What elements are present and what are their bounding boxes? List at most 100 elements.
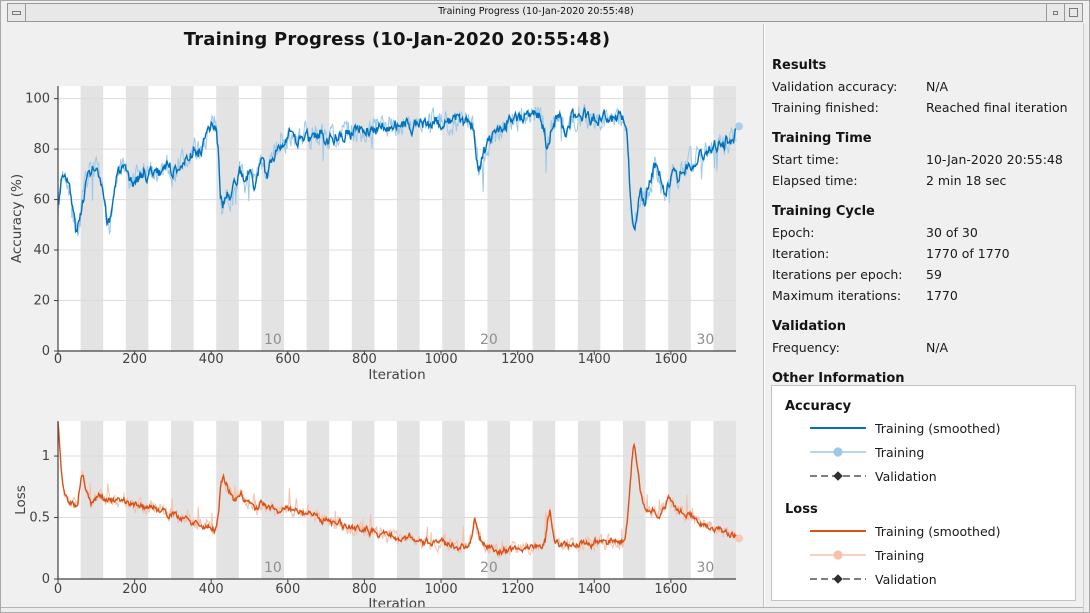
legend-item-label: Training (smoothed) [875,420,1001,436]
window-titlebar[interactable]: Training Progress (10-Jan-2020 20:55:48) [7,3,1083,22]
y-tick-label: 1 [42,449,50,464]
y-tick-label: 20 [33,294,50,309]
x-tick-label: 200 [122,352,147,367]
legend-item: Validation [809,464,1075,488]
legend-item: Training (smoothed) [809,416,1075,440]
legend-line-swatch [810,530,866,532]
info-row: Iterations per epoch: 59 [772,264,1078,285]
x-tick-label: 1200 [501,582,534,597]
legend-group-title: Loss [785,502,818,517]
info-row: Frequency: N/A [772,337,1078,358]
legend-item-label: Validation [875,571,937,587]
x-tick-label: 1400 [578,352,611,367]
info-value: 1770 [926,288,958,303]
legend-item: Training (smoothed) [809,519,1075,543]
x-tick-label: 1200 [501,352,534,367]
info-row: Start time: 10-Jan-2020 20:55:48 [772,149,1078,170]
epoch-label: 30 [696,332,714,348]
x-tick-label: 1400 [578,582,611,597]
window-menu-button[interactable] [8,4,26,21]
x-tick-label: 600 [275,582,300,597]
legend-group-title: Accuracy [785,399,852,414]
legend-item-label: Training [875,547,925,563]
legend-dash-marker-swatch [810,471,866,481]
legend-item-label: Training [875,444,925,460]
x-tick-label: 400 [199,582,224,597]
panel-divider [763,24,765,608]
x-tick-label: 200 [122,582,147,597]
legend-item-label: Training (smoothed) [875,523,1001,539]
y-tick-label: 80 [33,142,50,157]
info-label: Validation accuracy: [772,79,898,94]
info-value: N/A [926,340,949,355]
legend-item: Training [809,440,1075,464]
info-row: Maximum iterations: 1770 [772,285,1078,306]
section-title: Other Information [772,371,905,386]
epoch-label: 10 [264,332,282,348]
figure-title: Training Progress (10-Jan-2020 20:55:48) [183,29,611,50]
info-label: Start time: [772,152,839,167]
y-tick-label: 60 [33,193,50,208]
info-label: Maximum iterations: [772,288,902,303]
x-tick-label: 600 [275,352,300,367]
info-panel: Results Validation accuracy: N/A Training f… [772,55,1078,389]
window-maximize-button[interactable] [1064,4,1082,21]
x-tick-label: 800 [352,352,377,367]
legend-marker-swatch [810,550,866,560]
y-tick-label: 0.5 [29,511,50,526]
window-menu-icon [12,10,21,15]
legend-marker-swatch [810,447,866,457]
section-title: Training Cycle [772,204,875,219]
window-minimize-button[interactable] [1046,4,1064,21]
y-tick-label: 100 [25,92,50,107]
training-raw-line [57,422,737,559]
window-title: Training Progress (10-Jan-2020 20:55:48) [438,6,634,17]
info-row: Elapsed time: 2 min 18 sec [772,170,1078,191]
info-value: 59 [926,267,942,282]
y-tick-label: 0 [42,344,50,359]
legend-dash-marker-swatch [810,574,866,584]
info-value: 2 min 18 sec [926,173,1007,188]
info-label: Elapsed time: [772,173,858,188]
x-tick-label: 1000 [425,352,458,367]
info-row: Validation accuracy: N/A [772,76,1078,97]
final-point-marker [735,534,743,543]
section-title: Training Time [772,131,872,146]
final-point-marker [735,122,743,131]
legend-item: Validation [809,567,1075,591]
y-axis-label: Loss [13,485,29,515]
window-right-frame [1083,23,1089,612]
info-value: 30 of 30 [926,225,978,240]
y-tick-label: 40 [33,243,50,258]
info-label: Epoch: [772,225,815,240]
training-smoothed-line [57,422,737,557]
y-axis-label: Accuracy (%) [9,174,25,263]
x-tick-label: 0 [54,582,62,597]
info-row: Iteration: 1770 of 1770 [772,243,1078,264]
section-title: Validation [772,319,846,334]
legend-item: Training [809,543,1075,567]
x-tick-label: 800 [352,582,377,597]
training-smoothed-line [57,106,737,234]
info-label: Iterations per epoch: [772,267,903,282]
epoch-label: 20 [480,560,498,576]
epoch-label: 10 [264,560,282,576]
info-row: Epoch: 30 of 30 [772,222,1078,243]
legend-item-label: Validation [875,468,937,484]
section-title: Results [772,58,827,73]
accuracy-chart: 0 200 400 600 800 1000 1200 1400 1600 0 20 40 60 80 10… [9,86,743,383]
x-tick-label: 1600 [654,582,687,597]
loss-chart: 0 200 400 600 800 1000 1200 1400 1600 0 0.5 1 10 20 30… [13,421,743,612]
y-tick-label: 0 [42,572,50,587]
x-axis-label: Iteration [368,367,425,383]
info-value: 10-Jan-2020 20:55:48 [926,152,1063,167]
info-label: Iteration: [772,246,830,261]
x-tick-label: 400 [199,352,224,367]
x-tick-label: 1000 [425,582,458,597]
info-value: Reached final iteration [926,100,1068,115]
info-label: Training finished: [772,100,879,115]
x-tick-label: 1600 [654,352,687,367]
x-tick-label: 0 [54,352,62,367]
